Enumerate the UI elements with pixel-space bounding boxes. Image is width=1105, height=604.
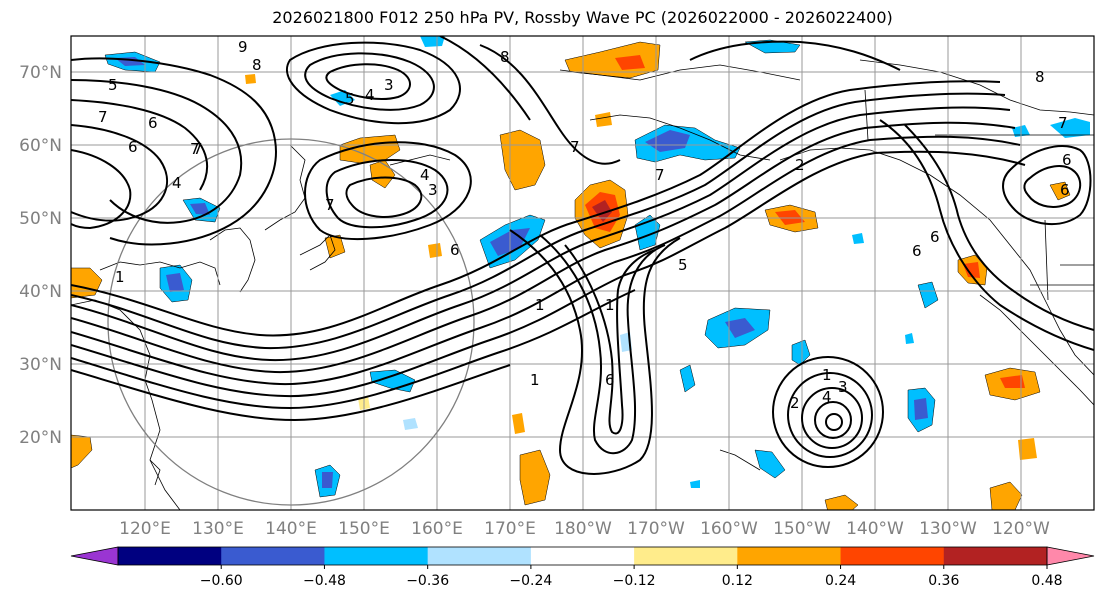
lat-label: 30°N — [19, 355, 62, 375]
contour-label: 5 — [345, 90, 355, 108]
contour-label: 2 — [790, 394, 800, 412]
contour-label: 9 — [238, 38, 248, 56]
colorbar-segment — [943, 547, 1048, 565]
colorbar-segment — [427, 547, 532, 565]
latitude-labels: 70°N 60°N 50°N 40°N 30°N 20°N — [19, 63, 62, 448]
lat-label: 60°N — [19, 136, 62, 156]
lat-label: 50°N — [19, 209, 62, 229]
contour-label: 6 — [450, 241, 460, 259]
contour-label: 7 — [193, 140, 203, 158]
colorbar-segment — [530, 547, 635, 565]
lon-label: 120°W — [992, 519, 1050, 539]
colorbar-segments — [71, 547, 1094, 565]
lon-label: 150°W — [773, 519, 831, 539]
colorbar-tick-label: 0.24 — [825, 573, 856, 589]
contour-label: 7 — [655, 166, 665, 184]
colorbar-extend-max — [1047, 547, 1094, 565]
contour-labels: 9 8 8 7 5 6 6 7 4 3 4 5 4 3 7 6 7 7 2 1 — [98, 38, 1072, 412]
lat-label: 40°N — [19, 282, 62, 302]
contour-label: 4 — [822, 388, 832, 406]
contour-label: 7 — [325, 196, 335, 214]
lon-label: 140°E — [265, 519, 317, 539]
contour-label: 8 — [252, 56, 262, 74]
lat-label: 70°N — [19, 63, 62, 83]
contour-label: 5 — [108, 76, 118, 94]
colorbar-extend-min — [71, 547, 118, 565]
pv-contours — [71, 36, 1094, 475]
map-title: 2026021800 F012 250 hPa PV, Rossby Wave … — [272, 8, 893, 27]
lon-label: 180°W — [554, 519, 612, 539]
contour-label: 3 — [428, 181, 438, 199]
colorbar: −0.60 −0.48 −0.36 −0.24 −0.12 0.12 0.24 0.36 0.4… — [70, 546, 1095, 589]
colorbar-tick-label: −0.36 — [406, 573, 449, 589]
colorbar-segment — [737, 547, 842, 565]
colorbar-segment — [840, 547, 945, 565]
pv-negative-shading — [104, 36, 1090, 498]
lat-label: 20°N — [19, 428, 62, 448]
colorbar-segment — [634, 547, 738, 565]
contour-label: 3 — [838, 378, 848, 396]
contour-label: 8 — [500, 48, 510, 66]
contour-label: 6 — [605, 371, 615, 389]
colorbar-tick-label: −0.24 — [509, 573, 552, 589]
contour-label: 6 — [1062, 151, 1072, 169]
lon-label: 130°W — [919, 519, 977, 539]
contour-label: 3 — [384, 76, 394, 94]
contour-label: 7 — [98, 108, 108, 126]
colorbar-segment — [324, 547, 429, 565]
lon-label: 160°E — [411, 519, 463, 539]
lon-label: 170°W — [627, 519, 685, 539]
contour-label: 6 — [1060, 181, 1070, 199]
contour-label: 4 — [420, 166, 430, 184]
lon-label: 130°E — [192, 519, 244, 539]
contour-label: 5 — [678, 256, 688, 274]
map-frame — [70, 35, 1095, 511]
colorbar-segment — [221, 547, 325, 565]
contour-label: 1 — [822, 366, 832, 384]
contour-label: 7 — [1058, 114, 1068, 132]
colorbar-tick-label: 0.36 — [928, 573, 959, 589]
colorbar-frame — [117, 546, 1048, 566]
longitude-labels: 120°E 130°E 140°E 150°E 160°E 170°E 180°… — [119, 519, 1050, 539]
contour-label: 7 — [570, 138, 580, 156]
contour-label: 6 — [148, 114, 158, 132]
contour-label: 1 — [605, 296, 615, 314]
lon-label: 120°E — [119, 519, 171, 539]
contour-label: 4 — [365, 86, 375, 104]
contour-label: 6 — [930, 228, 940, 246]
colorbar-segment — [118, 547, 222, 565]
lon-label: 160°W — [700, 519, 758, 539]
contour-label: 6 — [128, 138, 138, 156]
contour-label: 1 — [530, 371, 540, 389]
lon-label: 140°W — [846, 519, 904, 539]
contour-label: 2 — [795, 156, 805, 174]
lon-label: 150°E — [338, 519, 390, 539]
colorbar-tick-label: −0.48 — [303, 573, 346, 589]
colorbar-tick-label: −0.60 — [200, 573, 243, 589]
colorbar-tick-label: 0.12 — [722, 573, 753, 589]
colorbar-tick-label: −0.12 — [613, 573, 656, 589]
lon-label: 170°E — [484, 519, 536, 539]
contour-label: 7 — [190, 140, 200, 158]
contour-label: 4 — [172, 174, 182, 192]
colorbar-ticks: −0.60 −0.48 −0.36 −0.24 −0.12 0.12 0.24 0.36 0.4… — [200, 565, 1063, 589]
contour-label: 8 — [1035, 68, 1045, 86]
colorbar-tick-label: 0.48 — [1031, 573, 1062, 589]
contour-label: 1 — [115, 268, 125, 286]
contour-label: 1 — [535, 296, 545, 314]
radius-circle — [107, 138, 475, 506]
contour-label: 6 — [912, 242, 922, 260]
